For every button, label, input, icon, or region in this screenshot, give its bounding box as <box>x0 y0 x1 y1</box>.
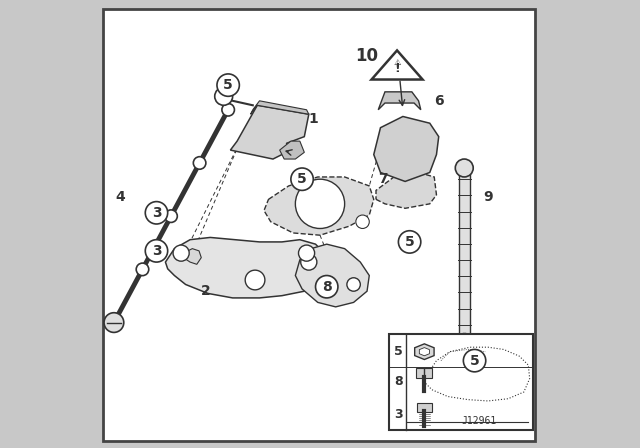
Circle shape <box>145 202 168 224</box>
FancyBboxPatch shape <box>417 403 431 412</box>
Text: J12961: J12961 <box>461 417 497 426</box>
Circle shape <box>463 349 486 372</box>
Text: ⚠: ⚠ <box>394 58 401 67</box>
Text: 9: 9 <box>483 190 493 204</box>
Polygon shape <box>415 344 434 359</box>
Text: !: ! <box>394 62 400 75</box>
Circle shape <box>222 103 234 116</box>
Circle shape <box>145 240 168 262</box>
FancyBboxPatch shape <box>389 334 533 430</box>
Polygon shape <box>165 237 329 298</box>
Polygon shape <box>378 92 421 110</box>
Circle shape <box>173 245 189 261</box>
Circle shape <box>455 159 473 177</box>
Polygon shape <box>459 170 470 334</box>
Circle shape <box>356 215 369 228</box>
Text: 2: 2 <box>201 284 211 298</box>
Polygon shape <box>296 244 369 307</box>
Text: 5: 5 <box>404 235 415 249</box>
Polygon shape <box>230 105 309 159</box>
Text: 5: 5 <box>297 172 307 186</box>
Polygon shape <box>374 116 439 181</box>
Text: 3: 3 <box>152 244 161 258</box>
Polygon shape <box>280 141 305 159</box>
Circle shape <box>469 337 489 357</box>
Circle shape <box>217 74 239 96</box>
Text: 5: 5 <box>470 353 479 368</box>
Circle shape <box>316 276 338 298</box>
Text: 6: 6 <box>434 94 444 108</box>
Circle shape <box>347 278 360 291</box>
Circle shape <box>245 270 265 290</box>
Text: 4: 4 <box>116 190 125 204</box>
Polygon shape <box>371 51 422 80</box>
Text: 8: 8 <box>322 280 332 294</box>
Circle shape <box>398 231 421 253</box>
FancyBboxPatch shape <box>103 9 535 441</box>
Polygon shape <box>419 348 429 356</box>
Text: 3: 3 <box>152 206 161 220</box>
Circle shape <box>108 316 120 329</box>
Polygon shape <box>376 172 436 208</box>
Polygon shape <box>184 249 202 264</box>
Text: 1: 1 <box>308 112 318 126</box>
Text: 5: 5 <box>394 345 403 358</box>
Text: 3: 3 <box>394 408 403 421</box>
Circle shape <box>164 210 177 222</box>
Circle shape <box>301 254 317 270</box>
Circle shape <box>296 179 344 228</box>
Text: 10: 10 <box>356 47 378 65</box>
Circle shape <box>291 168 314 190</box>
Circle shape <box>298 245 315 261</box>
FancyBboxPatch shape <box>417 368 433 378</box>
Text: 5: 5 <box>223 78 233 92</box>
Circle shape <box>136 263 148 276</box>
Polygon shape <box>251 101 309 114</box>
Circle shape <box>104 313 124 332</box>
Text: 7: 7 <box>378 172 388 186</box>
Text: 8: 8 <box>394 375 403 388</box>
Circle shape <box>215 87 233 105</box>
Circle shape <box>193 157 206 169</box>
Polygon shape <box>264 177 374 235</box>
